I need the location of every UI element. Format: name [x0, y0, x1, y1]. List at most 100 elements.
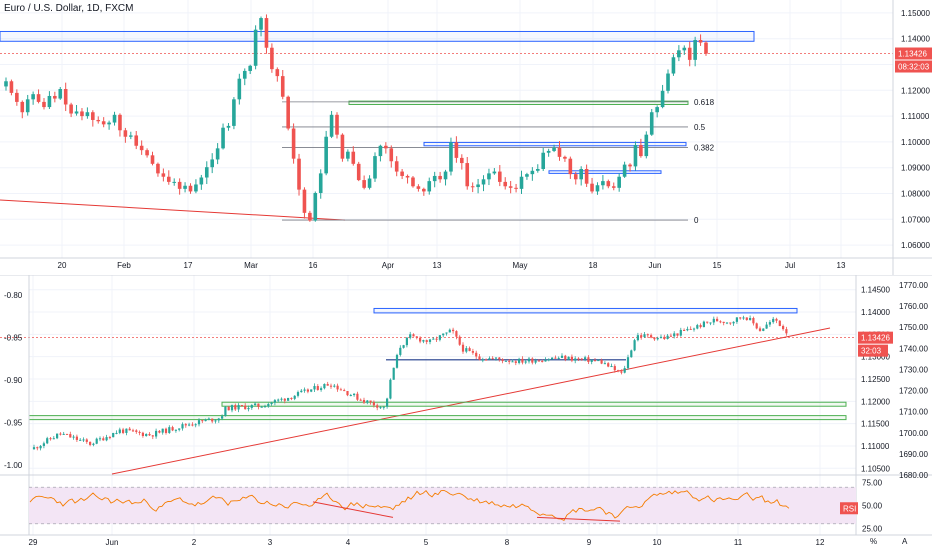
candle-body: [547, 359, 550, 361]
right-y-tick-label: 1.11000: [861, 442, 890, 451]
candle-body: [595, 185, 600, 192]
candle-body: [765, 324, 768, 329]
candle-body: [525, 174, 529, 177]
candle-body: [108, 437, 111, 439]
candle-body: [706, 321, 709, 323]
candle-body: [574, 358, 577, 361]
percent-scale-button[interactable]: %: [870, 537, 878, 546]
candle-body: [622, 164, 627, 177]
candle-body: [210, 159, 215, 168]
candle-body: [415, 336, 418, 338]
candle-body: [386, 398, 389, 407]
candle-body: [156, 163, 160, 174]
candle-body: [478, 356, 481, 360]
candle-body: [226, 125, 231, 128]
candle-body: [402, 345, 405, 348]
candle-body: [699, 325, 702, 328]
candle-body: [138, 431, 141, 433]
candle-body: [461, 344, 465, 352]
candle-body: [211, 418, 214, 422]
candle-body: [302, 189, 307, 213]
candle-body: [166, 176, 171, 182]
candle-body: [438, 175, 442, 180]
candle-body: [290, 397, 293, 399]
candle-body: [671, 57, 676, 74]
candle-body: [389, 148, 394, 162]
candle-body: [504, 360, 507, 362]
candle-body: [563, 156, 567, 159]
candle-body: [80, 111, 84, 117]
candle-body: [610, 366, 613, 368]
y-tick-label: 1.14000: [901, 35, 930, 44]
lower-chart[interactable]: 1.145001.140001.135001.130001.125001.120…: [0, 274, 932, 550]
candle-body: [579, 168, 583, 180]
candle-body: [689, 328, 692, 330]
candle-body: [69, 104, 73, 114]
zone-box[interactable]: [28, 415, 847, 421]
candle-body: [503, 181, 508, 187]
candle-body: [535, 168, 540, 171]
zone-box[interactable]: [548, 170, 662, 174]
right-y2-tick-label: 1750.00: [899, 323, 928, 332]
zone-box[interactable]: [0, 30, 755, 42]
trend-line: [111, 327, 831, 475]
candle-body: [422, 340, 425, 342]
candle-body: [151, 435, 154, 437]
candle-body: [242, 70, 247, 79]
candle-body: [79, 439, 82, 441]
candle-body: [568, 158, 573, 175]
candle-body: [584, 168, 589, 184]
candle-body: [534, 360, 537, 363]
candle-body: [541, 152, 546, 169]
x-tick-label: 11: [734, 538, 743, 547]
candle-body: [95, 438, 98, 444]
x-tick-label: 2: [192, 538, 197, 547]
candle-body: [587, 357, 590, 362]
zone-box[interactable]: [348, 100, 689, 105]
zone-box[interactable]: [373, 307, 798, 314]
rsi-tick-label: 75.00: [862, 479, 883, 488]
candle-body: [739, 317, 742, 319]
candle-body: [597, 360, 600, 362]
candle-body: [82, 439, 85, 441]
candle-body: [692, 328, 696, 330]
candle-body: [378, 145, 383, 157]
candle-body: [313, 192, 318, 221]
candle-body: [372, 402, 375, 406]
candle-body: [643, 334, 646, 338]
auto-scale-button[interactable]: A: [902, 537, 908, 546]
candle-body: [481, 359, 484, 361]
candle-body: [359, 399, 362, 401]
candle-body: [425, 340, 428, 342]
candle-body: [36, 94, 41, 102]
candle-body: [280, 398, 283, 400]
candle-body: [485, 359, 488, 361]
candle-body: [46, 438, 49, 444]
right-y2-tick-label: 1710.00: [899, 408, 928, 417]
lower-chart-panel[interactable]: 1.145001.140001.135001.130001.125001.120…: [0, 274, 932, 550]
candle-body: [257, 403, 260, 407]
candle-body: [405, 337, 408, 346]
candle-body: [178, 428, 181, 430]
candle-body: [508, 186, 513, 188]
x-tick-label: 10: [653, 538, 662, 547]
x-tick-label: Apr: [382, 261, 395, 270]
candle-body: [91, 112, 95, 120]
candle-body: [367, 178, 372, 188]
candle-body: [335, 114, 339, 135]
rsi-tick-label: 50.00: [862, 502, 883, 511]
candle-body: [49, 438, 52, 440]
zone-box[interactable]: [221, 401, 847, 407]
candle-body: [247, 407, 250, 410]
candle-body: [197, 420, 201, 425]
candle-body: [544, 359, 547, 362]
zone-box[interactable]: [423, 141, 687, 147]
candle-body: [501, 359, 504, 362]
y-tick-label: 1.06000: [901, 241, 930, 250]
x-tick-label: 5: [424, 538, 429, 547]
candle-body: [593, 360, 597, 362]
candle-body: [329, 114, 334, 137]
x-tick-label: 17: [184, 261, 193, 270]
